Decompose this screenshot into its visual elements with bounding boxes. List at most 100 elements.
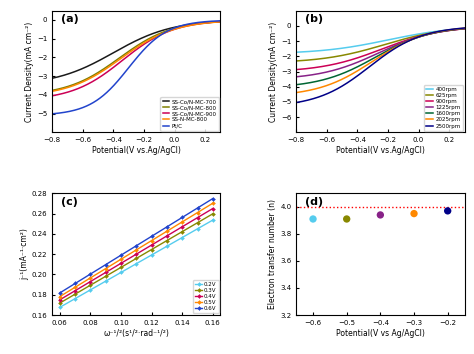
0.3V xyxy=(210,212,216,216)
SS-Co/N-MC-700 xyxy=(149,32,155,36)
400rpm xyxy=(374,40,379,45)
625rpm xyxy=(393,39,399,43)
0.5V xyxy=(210,201,216,205)
Pt/C xyxy=(49,112,55,116)
0.5V xyxy=(195,210,201,215)
Line: SS-N-MC-800: SS-N-MC-800 xyxy=(52,22,220,91)
0.4V xyxy=(164,234,170,238)
0.3V xyxy=(195,221,201,225)
625rpm xyxy=(374,45,380,49)
1600rpm xyxy=(393,44,399,48)
400rpm xyxy=(293,50,299,55)
SS-Co/N-MC-700 xyxy=(130,40,136,44)
0.5V xyxy=(118,257,124,261)
SS-N-MC-800 xyxy=(129,48,135,53)
Point xyxy=(343,216,350,222)
0.3V xyxy=(134,256,139,261)
2500rpm xyxy=(462,26,467,30)
Point xyxy=(376,212,384,218)
1225rpm xyxy=(457,27,463,31)
2025rpm xyxy=(431,30,437,35)
2500rpm xyxy=(293,101,299,105)
SS-Co/N-MC-700 xyxy=(49,76,55,80)
0.6V xyxy=(118,253,124,257)
SS-Co/N-MC-800 xyxy=(187,23,193,27)
0.3V xyxy=(57,301,63,305)
Legend: SS-Co/N-MC-700, SS-Co/N-MC-800, SS-Co/N-MC-900, SS-N-MC-800, Pt/C: SS-Co/N-MC-700, SS-Co/N-MC-800, SS-Co/N-… xyxy=(161,97,219,131)
2025rpm xyxy=(374,56,380,61)
1600rpm xyxy=(457,27,463,31)
625rpm xyxy=(384,42,390,46)
0.2V xyxy=(195,227,201,231)
400rpm xyxy=(457,27,463,31)
2500rpm xyxy=(457,26,463,30)
SS-Co/N-MC-800 xyxy=(49,88,55,92)
0.5V xyxy=(179,220,185,224)
SS-Co/N-MC-900 xyxy=(214,20,219,24)
900rpm xyxy=(374,49,379,53)
0.2V xyxy=(57,305,63,309)
400rpm xyxy=(374,40,380,44)
Legend: 400rpm, 625rpm, 900rpm, 1225rpm, 1600rpm, 2025rpm, 2500rpm: 400rpm, 625rpm, 900rpm, 1225rpm, 1600rpm… xyxy=(424,85,463,131)
SS-Co/N-MC-800 xyxy=(149,35,155,39)
0.6V xyxy=(103,263,109,267)
0.6V xyxy=(57,291,63,295)
Y-axis label: Electron transfer number (n): Electron transfer number (n) xyxy=(268,199,277,309)
1600rpm xyxy=(293,82,299,87)
SS-Co/N-MC-700 xyxy=(140,35,146,40)
2025rpm xyxy=(293,90,299,95)
Line: 1225rpm: 1225rpm xyxy=(296,29,465,77)
0.2V xyxy=(88,288,93,292)
Point xyxy=(309,216,317,222)
0.6V xyxy=(134,244,139,248)
Legend: 0.2V, 0.3V, 0.4V, 0.5V, 0.6V: 0.2V, 0.3V, 0.4V, 0.5V, 0.6V xyxy=(193,280,219,313)
1600rpm xyxy=(384,48,390,53)
Line: Pt/C: Pt/C xyxy=(52,21,220,114)
Line: 625rpm: 625rpm xyxy=(296,29,465,61)
Line: SS-Co/N-MC-900: SS-Co/N-MC-900 xyxy=(52,22,220,96)
400rpm xyxy=(431,29,437,34)
0.4V xyxy=(57,298,63,302)
SS-Co/N-MC-900 xyxy=(187,23,193,27)
Pt/C xyxy=(218,19,223,23)
Point xyxy=(410,211,418,216)
0.4V xyxy=(134,252,139,256)
1600rpm xyxy=(374,55,379,59)
SS-Co/N-MC-800 xyxy=(214,20,219,24)
2025rpm xyxy=(393,45,399,49)
SS-N-MC-800 xyxy=(149,36,155,40)
900rpm xyxy=(384,45,390,49)
1225rpm xyxy=(462,27,467,31)
0.3V xyxy=(179,229,185,234)
0.4V xyxy=(179,225,185,229)
1600rpm xyxy=(374,54,380,58)
2025rpm xyxy=(462,26,467,30)
2500rpm xyxy=(374,59,380,63)
Line: 2025rpm: 2025rpm xyxy=(296,28,465,92)
Line: SS-Co/N-MC-800: SS-Co/N-MC-800 xyxy=(52,22,220,90)
Line: 400rpm: 400rpm xyxy=(296,29,465,52)
0.6V xyxy=(164,225,170,229)
0.5V xyxy=(103,267,109,271)
Pt/C xyxy=(187,22,193,26)
SS-N-MC-800 xyxy=(49,89,55,93)
1225rpm xyxy=(431,31,437,35)
Pt/C xyxy=(130,60,136,64)
SS-Co/N-MC-900 xyxy=(140,42,146,47)
0.5V xyxy=(88,276,93,280)
SS-N-MC-800 xyxy=(130,48,136,52)
0.2V xyxy=(179,235,185,240)
0.2V xyxy=(72,297,78,301)
0.3V xyxy=(118,265,124,269)
0.6V xyxy=(195,206,201,210)
0.6V xyxy=(88,272,93,276)
1225rpm xyxy=(384,47,390,51)
Line: 0.2V: 0.2V xyxy=(58,219,214,309)
0.2V xyxy=(103,279,109,283)
0.6V xyxy=(179,215,185,219)
SS-Co/N-MC-700 xyxy=(218,19,223,24)
Line: SS-Co/N-MC-700: SS-Co/N-MC-700 xyxy=(52,22,220,78)
SS-N-MC-800 xyxy=(187,23,193,28)
0.3V xyxy=(164,239,170,243)
Text: (c): (c) xyxy=(61,197,77,207)
